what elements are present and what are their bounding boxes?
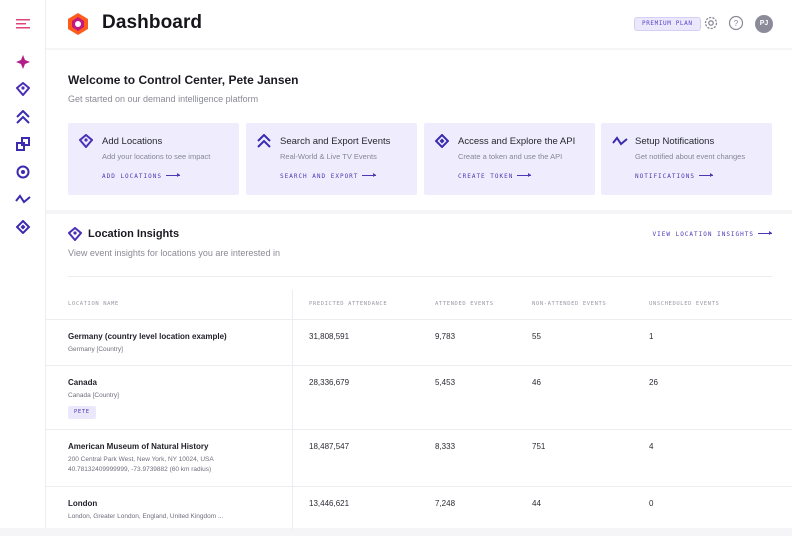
non-attended-events: 44 <box>532 499 541 508</box>
location-name[interactable]: Germany (country level location example) <box>68 332 227 341</box>
unscheduled-events: 1 <box>649 332 654 341</box>
table-row[interactable]: London London, Greater London, England, … <box>46 486 792 536</box>
non-attended-events: 751 <box>532 442 546 451</box>
column-divider <box>292 290 293 530</box>
card-api[interactable]: Access and Explore the API Create a toke… <box>424 123 595 195</box>
card-title: Search and Export Events <box>280 136 391 147</box>
view-location-insights-link[interactable]: VIEW LOCATION INSIGHTS <box>653 231 772 238</box>
welcome-subheading: Get started on our demand intelligence p… <box>68 94 259 104</box>
column-header[interactable]: PREDICTED ATTENDANCE <box>309 301 388 307</box>
column-header[interactable]: ATTENDED EVENTS <box>435 301 494 307</box>
column-header[interactable]: UNSCHEDULED EVENTS <box>649 301 720 307</box>
card-description: Get notified about event changes <box>635 152 746 161</box>
card-search-export[interactable]: Search and Export Events Real-World & Li… <box>246 123 417 195</box>
premium-plan-badge[interactable]: PREMIUM PLAN <box>634 17 701 31</box>
insights-subtitle: View event insights for locations you ar… <box>68 248 280 258</box>
location-pin-icon <box>67 226 83 242</box>
search-export-link[interactable]: SEARCH AND EXPORT <box>280 173 377 180</box>
table-row[interactable]: American Museum of Natural History 200 C… <box>46 429 792 486</box>
user-avatar[interactable]: PJ <box>755 15 773 33</box>
insights-title: Location Insights <box>88 228 180 240</box>
location-tag[interactable]: PETE <box>68 406 96 419</box>
location-pin-icon[interactable] <box>14 80 32 98</box>
location-sub: Canada [Country] <box>68 392 119 399</box>
create-token-link[interactable]: CREATE TOKEN <box>458 173 532 180</box>
card-title: Add Locations <box>102 136 163 147</box>
page-title: Dashboard <box>102 12 203 33</box>
add-locations-link[interactable]: ADD LOCATIONS <box>102 173 180 180</box>
column-header[interactable]: LOCATION NAME <box>68 301 119 307</box>
card-description: Create a token and use the API <box>458 152 563 161</box>
notifications-link[interactable]: NOTIFICATIONS <box>635 173 713 180</box>
location-name[interactable]: American Museum of Natural History <box>68 442 209 451</box>
wave-icon <box>612 134 628 148</box>
predicted-attendance: 18,487,547 <box>309 442 350 451</box>
unscheduled-events: 0 <box>649 499 654 508</box>
location-coordinates: 40.78132409999999, -73.9739882 (60 km ra… <box>68 466 212 473</box>
predicted-attendance: 13,446,621 <box>309 499 350 508</box>
arrow-right-icon <box>362 173 377 177</box>
location-sub: Germany [Country] <box>68 346 123 353</box>
top-header: Dashboard PREMIUM PLAN ? PJ <box>46 0 792 48</box>
welcome-panel: Welcome to Control Center, Pete Jansen G… <box>46 50 792 210</box>
attended-events: 9,783 <box>435 332 456 341</box>
target-icon[interactable] <box>14 163 32 181</box>
card-description: Add your locations to see impact <box>102 152 211 161</box>
location-sub: London, Greater London, England, United … <box>68 513 224 520</box>
attended-events: 7,248 <box>435 499 456 508</box>
card-notifications[interactable]: Setup Notifications Get notified about e… <box>601 123 772 195</box>
location-name[interactable]: Canada <box>68 378 97 387</box>
card-add-locations[interactable]: Add Locations Add your locations to see … <box>68 123 239 195</box>
arrow-right-icon <box>517 173 532 177</box>
table-row[interactable]: Germany (country level location example)… <box>46 319 792 365</box>
card-title: Access and Explore the API <box>458 136 576 147</box>
main-area: Dashboard PREMIUM PLAN ? PJ Welcome to C… <box>46 0 792 530</box>
unscheduled-events: 4 <box>649 442 654 451</box>
location-address: 200 Central Park West, New York, NY 1002… <box>68 456 214 463</box>
location-pin-icon <box>78 133 94 149</box>
api-diamond-icon <box>434 133 450 149</box>
sparkle-diamond-icon[interactable] <box>14 53 32 71</box>
svg-text:?: ? <box>734 19 739 28</box>
arrow-right-icon <box>758 231 772 235</box>
arrow-right-icon <box>698 173 713 177</box>
card-title: Setup Notifications <box>635 136 715 147</box>
column-header[interactable]: NON-ATTENDED EVENTS <box>532 301 607 307</box>
chevrons-up-icon[interactable] <box>14 108 32 126</box>
non-attended-events: 46 <box>532 378 541 387</box>
card-description: Real-World & Live TV Events <box>280 152 377 161</box>
divider <box>68 276 772 277</box>
wave-icon[interactable] <box>14 190 32 208</box>
menu-icon[interactable] <box>14 15 32 33</box>
location-name[interactable]: London <box>68 499 98 508</box>
attended-events: 5,453 <box>435 378 456 387</box>
location-insights-panel: Location Insights View event insights fo… <box>46 214 792 530</box>
arrow-right-icon <box>165 173 180 177</box>
sidebar-rail <box>0 0 46 528</box>
help-icon[interactable]: ? <box>728 15 744 31</box>
welcome-heading: Welcome to Control Center, Pete Jansen <box>68 73 299 87</box>
api-diamond-icon[interactable] <box>14 218 32 236</box>
settings-icon[interactable] <box>703 15 719 31</box>
chevrons-up-icon <box>257 133 271 148</box>
unscheduled-events: 26 <box>649 378 658 387</box>
export-squares-icon[interactable] <box>14 135 32 153</box>
non-attended-events: 55 <box>532 332 541 341</box>
predicted-attendance: 28,336,679 <box>309 378 350 387</box>
table-row[interactable]: Canada Canada [Country] PETE 28,336,679 … <box>46 365 792 429</box>
attended-events: 8,333 <box>435 442 456 451</box>
predicted-attendance: 31,808,591 <box>309 332 350 341</box>
brand-logo[interactable] <box>66 12 90 36</box>
